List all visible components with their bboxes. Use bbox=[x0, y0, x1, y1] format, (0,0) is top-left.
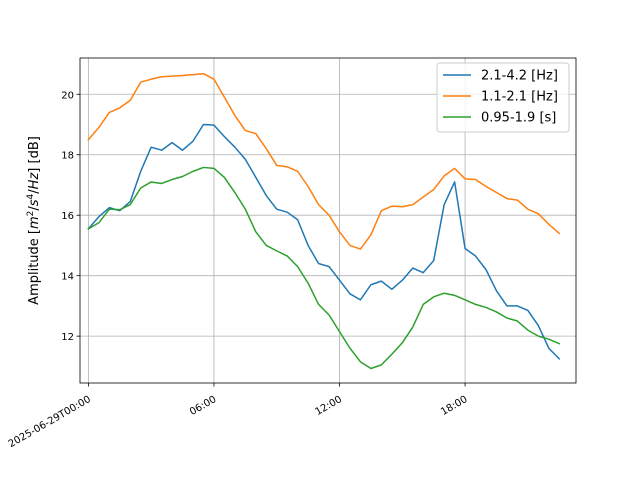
y-tick-label: 20 bbox=[61, 90, 74, 101]
series-line-2 bbox=[87, 72, 561, 250]
plot-frame bbox=[79, 57, 577, 384]
series-lines bbox=[87, 72, 561, 370]
legend-label: 2.1-4.2 [Hz] bbox=[481, 69, 558, 84]
series-line-1 bbox=[87, 123, 561, 360]
y-tick-label: 14 bbox=[61, 272, 74, 283]
legend: 2.1-4.2 [Hz] 1.1-2.1 [Hz] 0.95-1.9 [s] bbox=[436, 62, 570, 133]
series-line-3 bbox=[87, 166, 561, 370]
y-axis-label: Amplitude [m2/s4/Hz] [dB] bbox=[26, 136, 42, 305]
legend-label: 0.95-1.9 [s] bbox=[481, 111, 556, 126]
legend-box bbox=[436, 62, 570, 133]
legend-label: 1.1-2.1 [Hz] bbox=[481, 90, 558, 105]
y-tick-label: 16 bbox=[61, 211, 74, 222]
y-tick-label: 12 bbox=[61, 332, 74, 343]
y-tick-label: 18 bbox=[61, 151, 74, 162]
y-axis: 12 14 16 18 20 bbox=[61, 90, 80, 343]
